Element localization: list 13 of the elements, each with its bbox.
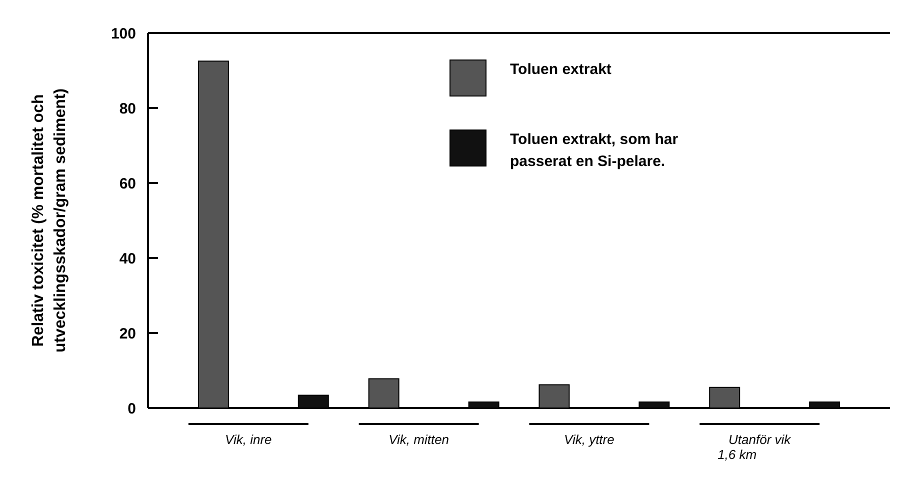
legend-label: Toluen extrakt, som har passerat en Si-pelare. <box>510 131 678 170</box>
y-tick-label: 20 <box>119 325 136 342</box>
y-tick-label: 100 <box>110 25 136 42</box>
y-tick-label: 0 <box>128 400 136 418</box>
legend-label: Toluen extrakt <box>510 61 612 78</box>
y-tick-label: 60 <box>119 175 136 192</box>
x-tick-label: Vik, inre <box>225 432 272 447</box>
y-axis-title: Relativ toxicitet (% mortalitet och utvecklingsskador/gram sediment) <box>30 88 69 353</box>
x-tick-label: Vik, mitten <box>388 432 450 447</box>
x-tick-label: Utanför vik 1,6 km <box>718 432 792 462</box>
y-tick-label: 80 <box>119 100 136 118</box>
x-tick-label: Vik, yttre <box>564 432 614 447</box>
y-tick-label: 40 <box>119 250 136 268</box>
